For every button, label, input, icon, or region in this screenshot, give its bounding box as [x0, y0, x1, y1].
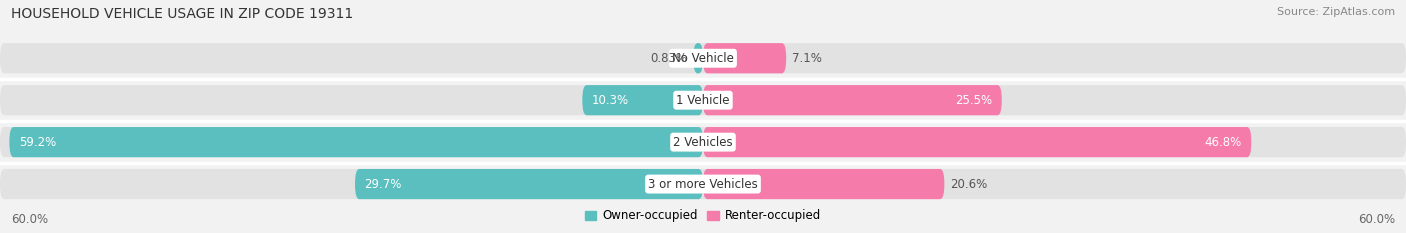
Text: 0.83%: 0.83%	[651, 52, 688, 65]
Text: 60.0%: 60.0%	[1358, 212, 1395, 226]
Text: HOUSEHOLD VEHICLE USAGE IN ZIP CODE 19311: HOUSEHOLD VEHICLE USAGE IN ZIP CODE 1931…	[11, 7, 353, 21]
FancyBboxPatch shape	[703, 43, 786, 73]
Text: No Vehicle: No Vehicle	[672, 52, 734, 65]
Text: 2 Vehicles: 2 Vehicles	[673, 136, 733, 149]
FancyBboxPatch shape	[0, 85, 1406, 115]
FancyBboxPatch shape	[582, 85, 703, 115]
Text: Source: ZipAtlas.com: Source: ZipAtlas.com	[1277, 7, 1395, 17]
FancyBboxPatch shape	[0, 127, 1406, 157]
Text: 3 or more Vehicles: 3 or more Vehicles	[648, 178, 758, 191]
FancyBboxPatch shape	[0, 43, 1406, 73]
Text: 20.6%: 20.6%	[950, 178, 987, 191]
FancyBboxPatch shape	[703, 85, 1001, 115]
Legend: Owner-occupied, Renter-occupied: Owner-occupied, Renter-occupied	[579, 205, 827, 227]
FancyBboxPatch shape	[0, 169, 1406, 199]
Text: 1 Vehicle: 1 Vehicle	[676, 94, 730, 107]
Text: 29.7%: 29.7%	[364, 178, 402, 191]
Text: 60.0%: 60.0%	[11, 212, 48, 226]
Text: 7.1%: 7.1%	[792, 52, 823, 65]
Text: 59.2%: 59.2%	[18, 136, 56, 149]
FancyBboxPatch shape	[693, 43, 703, 73]
Text: 46.8%: 46.8%	[1205, 136, 1241, 149]
Text: 25.5%: 25.5%	[955, 94, 993, 107]
FancyBboxPatch shape	[10, 127, 703, 157]
FancyBboxPatch shape	[354, 169, 703, 199]
FancyBboxPatch shape	[703, 169, 945, 199]
FancyBboxPatch shape	[703, 127, 1251, 157]
Text: 10.3%: 10.3%	[592, 94, 628, 107]
